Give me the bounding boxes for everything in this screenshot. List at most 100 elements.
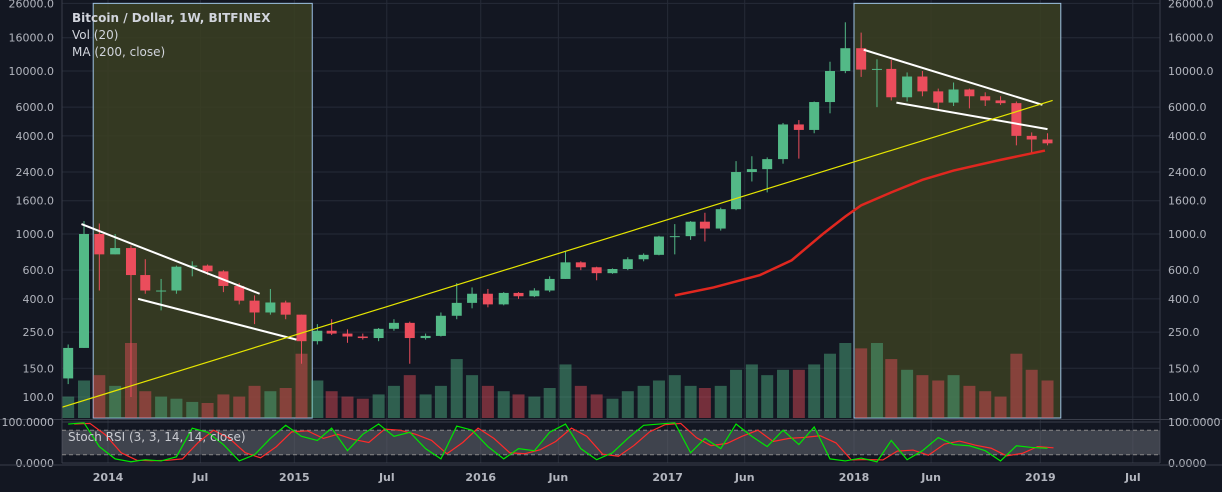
stoch-axis-label-right: 0.0000 bbox=[1168, 457, 1207, 470]
price-axis-label-left: 16000.0 bbox=[9, 32, 55, 45]
time-axis-label: 2019 bbox=[1025, 471, 1056, 484]
candle-body bbox=[731, 172, 742, 210]
candle-body bbox=[840, 48, 851, 71]
volume-bar bbox=[839, 343, 852, 418]
volume-bar bbox=[932, 380, 945, 418]
candle-body bbox=[482, 293, 493, 305]
chart-legend: Bitcoin / Dollar, 1W, BITFINEX Vol (20) … bbox=[72, 10, 270, 61]
price-axis-label-right: 16000.0 bbox=[1168, 32, 1214, 45]
price-axis-label-right: 6000.0 bbox=[1168, 101, 1207, 114]
volume-bar bbox=[543, 388, 556, 418]
volume-bar bbox=[419, 394, 432, 418]
candle-body bbox=[871, 68, 882, 70]
candle-body bbox=[917, 76, 928, 92]
time-axis-label: Jun bbox=[734, 471, 755, 484]
volume-bar bbox=[994, 396, 1007, 418]
candle-body bbox=[420, 335, 431, 339]
trendline-white bbox=[137, 297, 297, 341]
volume-bar bbox=[170, 398, 183, 418]
candle-body bbox=[575, 262, 586, 268]
volume-bar bbox=[62, 396, 75, 418]
volume-bar bbox=[403, 375, 416, 418]
volume-bar bbox=[885, 359, 898, 418]
volume-bar bbox=[1025, 369, 1038, 418]
candle-body bbox=[249, 300, 260, 313]
candle-body bbox=[94, 234, 105, 255]
volume-bar bbox=[481, 385, 494, 418]
highlight-range bbox=[92, 2, 313, 419]
symbol-title[interactable]: Bitcoin / Dollar, 1W, BITFINEX bbox=[72, 11, 271, 25]
candle-body bbox=[404, 322, 415, 339]
time-axis-label: Jun bbox=[547, 471, 568, 484]
time-axis-label: 2016 bbox=[465, 471, 496, 484]
trendline-yellow bbox=[62, 99, 1053, 408]
candle-body bbox=[529, 290, 540, 297]
volume-bar bbox=[93, 375, 106, 418]
volume-bar bbox=[621, 391, 634, 418]
price-axis-label-right: 1000.0 bbox=[1168, 228, 1207, 241]
ma-indicator-label[interactable]: MA (200, close) bbox=[72, 45, 166, 59]
time-axis-label: 2014 bbox=[93, 471, 124, 484]
candle-body bbox=[498, 292, 509, 305]
price-axis-label-left: 1000.0 bbox=[16, 228, 55, 241]
volume-bar bbox=[574, 385, 587, 418]
price-axis-label-right: 10000.0 bbox=[1168, 65, 1214, 78]
volume-bar bbox=[963, 385, 976, 418]
price-axis-label-left: 6000.0 bbox=[16, 101, 55, 114]
candle-body bbox=[933, 91, 944, 103]
candle-body bbox=[980, 96, 991, 101]
time-axis-label: Jun bbox=[920, 471, 941, 484]
candle-body bbox=[1011, 103, 1022, 136]
volume-bar bbox=[109, 385, 122, 418]
stoch-axis-label-right: 100.0000 bbox=[1168, 416, 1221, 429]
candle-body bbox=[560, 262, 571, 279]
price-axis-label-right: 4000.0 bbox=[1168, 130, 1207, 143]
candle-body bbox=[435, 315, 446, 336]
candle-body bbox=[778, 124, 789, 160]
volume-bar bbox=[279, 388, 292, 418]
volume-bar bbox=[606, 398, 619, 418]
volume-bar bbox=[311, 380, 324, 418]
candle-body bbox=[265, 302, 276, 313]
candle-body bbox=[715, 209, 726, 229]
volume-bar bbox=[295, 353, 308, 418]
candle-body bbox=[467, 293, 478, 303]
candle-body bbox=[234, 285, 245, 301]
volume-bar bbox=[916, 375, 929, 418]
candle-body bbox=[202, 265, 213, 272]
volume-bar bbox=[808, 364, 821, 418]
candle-body bbox=[373, 328, 384, 339]
stoch-axis-label-left: 100.0000 bbox=[2, 416, 55, 429]
trendline-white bbox=[863, 48, 1043, 106]
candle-body bbox=[746, 169, 757, 173]
candle-body bbox=[140, 275, 151, 291]
price-axis-label-left: 2400.0 bbox=[16, 166, 55, 179]
volume-bar bbox=[668, 375, 681, 418]
volume-bar bbox=[356, 398, 369, 418]
price-axis-label-left: 400.0 bbox=[23, 293, 55, 306]
stoch-axis-label-left: 0.0000 bbox=[16, 457, 55, 470]
price-axis-label-right: 26000.0 bbox=[1168, 0, 1214, 10]
candle-body bbox=[280, 302, 291, 315]
candle-body bbox=[685, 221, 696, 237]
candle-body bbox=[156, 290, 167, 292]
candle-body bbox=[762, 159, 773, 170]
volume-bar bbox=[730, 369, 743, 418]
price-axis-label-left: 1600.0 bbox=[16, 195, 55, 208]
candle-body bbox=[856, 48, 867, 70]
volume-bar bbox=[497, 391, 510, 418]
candle-body bbox=[638, 254, 649, 260]
volume-bar bbox=[1041, 380, 1054, 418]
price-axis-label-left: 26000.0 bbox=[9, 0, 55, 10]
candle-body bbox=[296, 314, 307, 342]
price-axis-label-right: 1600.0 bbox=[1168, 195, 1207, 208]
volume-indicator-label[interactable]: Vol (20) bbox=[72, 28, 119, 42]
time-axis-label: Jul bbox=[378, 471, 395, 484]
price-axis-label-left: 100.0 bbox=[23, 391, 55, 404]
stoch-rsi-label[interactable]: Stoch RSI (3, 3, 14, 14, close) bbox=[68, 430, 246, 444]
price-axis-label-left: 150.0 bbox=[23, 362, 55, 375]
volume-bar bbox=[155, 396, 168, 418]
volume-bar bbox=[698, 388, 711, 418]
candle-body bbox=[342, 333, 353, 337]
